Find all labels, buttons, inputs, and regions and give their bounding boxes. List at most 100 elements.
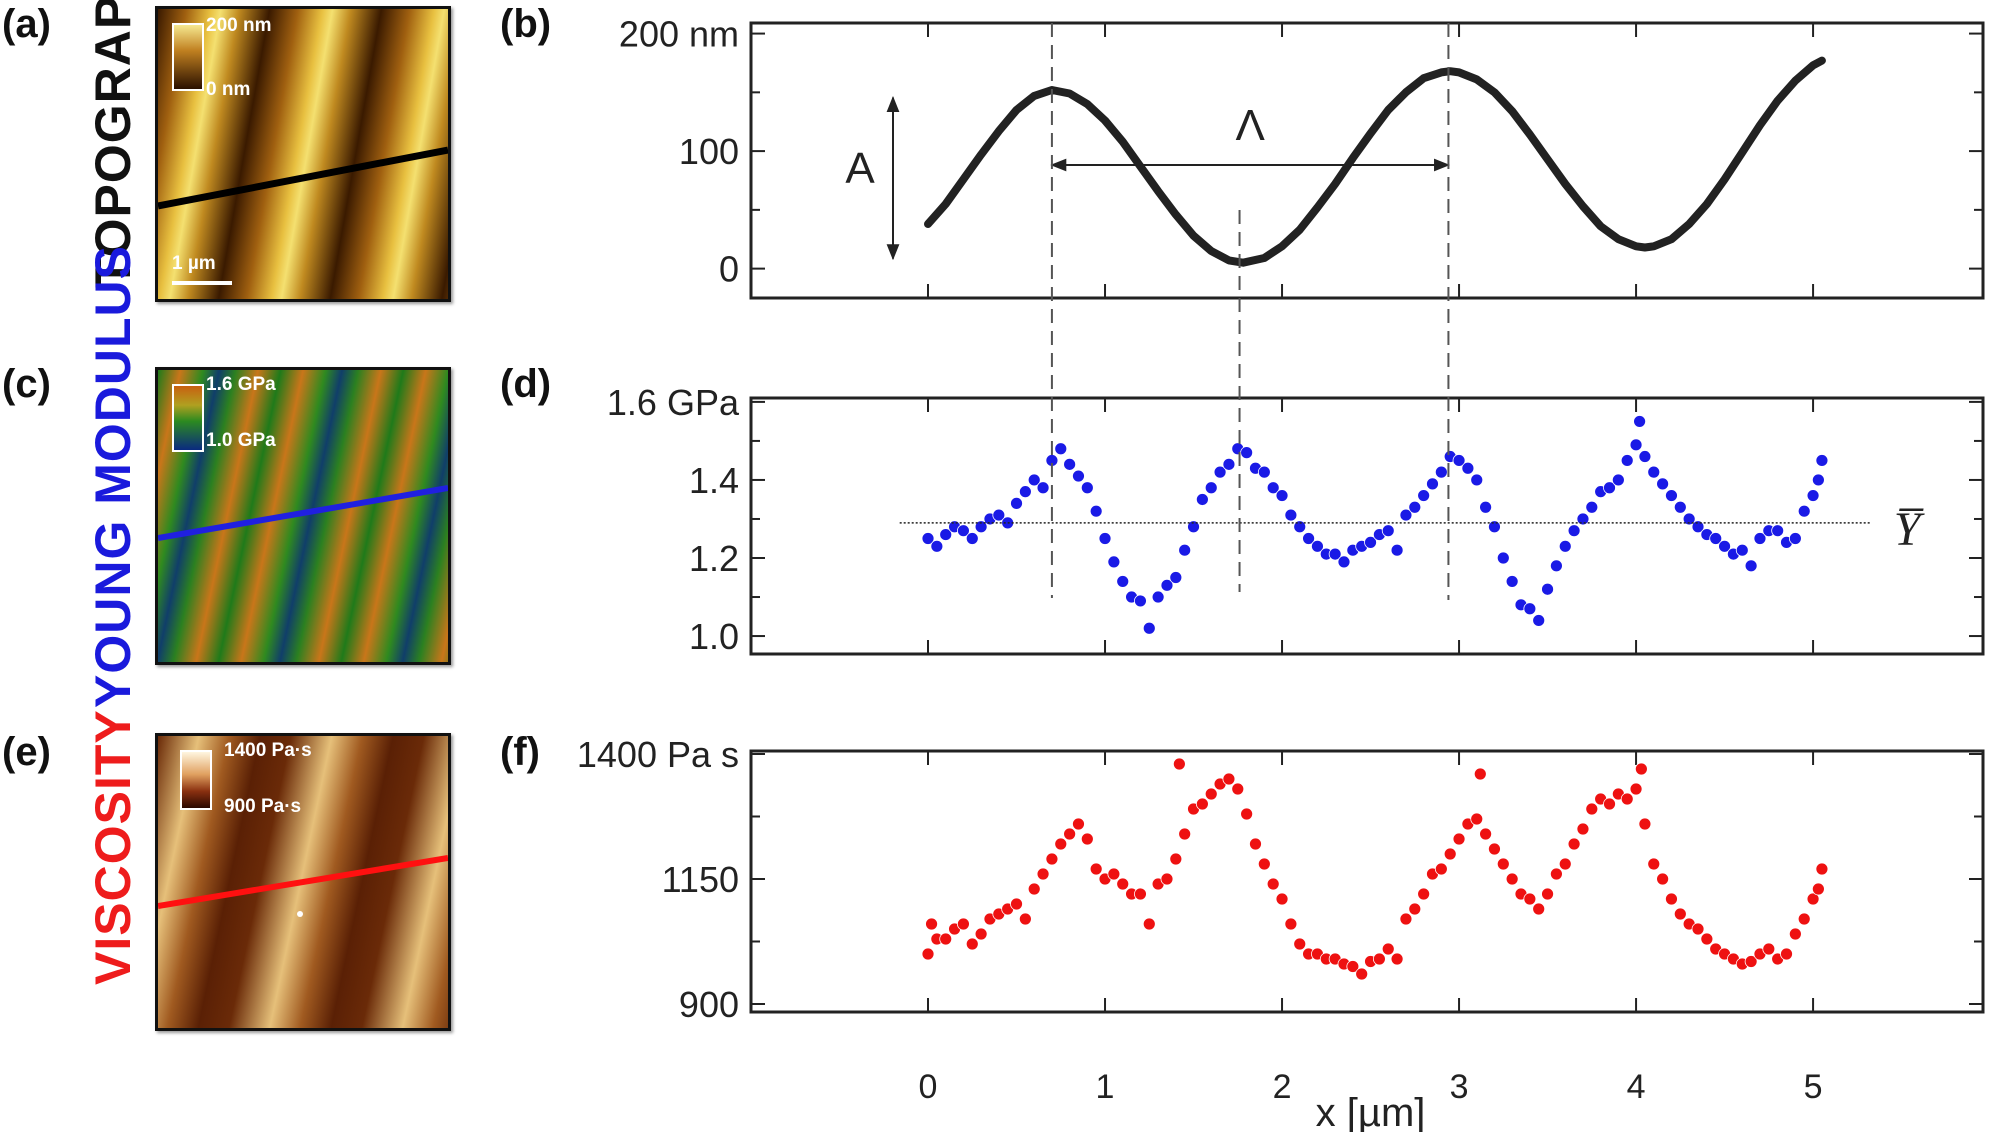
data-point bbox=[1576, 512, 1590, 526]
data-point bbox=[1585, 802, 1599, 816]
data-point bbox=[1284, 917, 1298, 931]
data-point bbox=[1018, 485, 1032, 499]
data-point bbox=[1160, 872, 1174, 886]
data-point bbox=[1408, 902, 1422, 916]
data-point bbox=[1018, 912, 1032, 926]
data-point bbox=[1134, 594, 1147, 608]
data-point bbox=[1505, 872, 1519, 886]
x-axis-label: x [µm] bbox=[1316, 1091, 1426, 1132]
data-point bbox=[1638, 817, 1652, 831]
chart-d: 1.6 GPa 1.4 1.2 1.0 Y̅ bbox=[607, 382, 1985, 657]
data-point bbox=[1231, 782, 1245, 796]
y-tick-label: 1400 Pa s bbox=[577, 734, 739, 775]
data-point bbox=[1620, 454, 1634, 467]
data-point bbox=[1142, 621, 1156, 635]
chart-f: 1400 Pa s 1150 900 0 1 2 3 4 5 x [µm] bbox=[577, 734, 1985, 1132]
data-point bbox=[1027, 473, 1041, 487]
y-tick-label: 200 nm bbox=[619, 14, 739, 55]
data-point bbox=[974, 927, 988, 941]
data-point bbox=[1656, 477, 1670, 491]
data-point bbox=[1372, 952, 1386, 966]
data-point bbox=[1673, 500, 1687, 514]
data-point bbox=[1172, 757, 1186, 771]
colorbar-max-label: 200 nm bbox=[206, 15, 272, 36]
data-point bbox=[1222, 457, 1236, 471]
data-point bbox=[939, 528, 953, 541]
data-point bbox=[1532, 902, 1546, 916]
data-point bbox=[1718, 539, 1731, 553]
data-point bbox=[1811, 882, 1825, 896]
data-point bbox=[1762, 942, 1776, 956]
data-point bbox=[1496, 551, 1510, 565]
data-point bbox=[1399, 508, 1413, 522]
data-point bbox=[1204, 787, 1218, 801]
panel-label-d: (d) bbox=[500, 362, 552, 406]
data-point bbox=[1473, 767, 1487, 781]
data-point bbox=[1266, 481, 1280, 495]
data-point bbox=[1523, 892, 1537, 906]
plot-frame bbox=[749, 396, 1985, 656]
data-point bbox=[1558, 539, 1572, 553]
colorbar-max-label: 1400 Pa·s bbox=[224, 740, 312, 761]
data-point bbox=[1479, 500, 1492, 514]
data-point bbox=[1036, 481, 1050, 495]
period-label: Λ bbox=[1235, 101, 1265, 150]
data-point bbox=[1275, 892, 1289, 906]
data-point bbox=[1089, 862, 1103, 876]
data-point bbox=[992, 508, 1006, 522]
data-point bbox=[1691, 520, 1705, 534]
data-point bbox=[1408, 500, 1422, 514]
data-point bbox=[1257, 857, 1271, 871]
x-tick-label: 5 bbox=[1804, 1068, 1823, 1106]
data-point bbox=[1063, 827, 1077, 841]
data-point bbox=[1629, 782, 1643, 796]
data-point bbox=[1633, 415, 1646, 428]
data-point bbox=[1337, 555, 1351, 569]
profile-line bbox=[158, 146, 448, 210]
data-point bbox=[1381, 524, 1395, 538]
colorbar-min-label: 900 Pa·s bbox=[224, 796, 302, 817]
data-point bbox=[957, 917, 970, 931]
data-point bbox=[1169, 852, 1183, 866]
data-point bbox=[1647, 857, 1661, 871]
colorbar-min-label: 0 nm bbox=[206, 79, 251, 100]
data-point bbox=[1213, 465, 1227, 479]
data-point bbox=[1550, 867, 1563, 881]
data-point bbox=[1390, 543, 1404, 557]
data-point bbox=[1682, 512, 1696, 526]
data-point bbox=[1116, 877, 1130, 891]
y-tick-label: 100 bbox=[679, 131, 739, 172]
data-point bbox=[1417, 887, 1431, 901]
data-point bbox=[1284, 508, 1298, 522]
chart-b: 200 nm 100 0 A Λ bbox=[619, 14, 1985, 300]
data-point bbox=[1195, 493, 1209, 506]
panel-label-b: (b) bbox=[500, 2, 552, 46]
data-point bbox=[1240, 446, 1254, 460]
data-point bbox=[1266, 877, 1280, 891]
data-point bbox=[1815, 862, 1829, 876]
data-point bbox=[1753, 532, 1767, 545]
data-point bbox=[1089, 504, 1103, 518]
data-point bbox=[1806, 892, 1820, 906]
data-point bbox=[1151, 590, 1165, 604]
data-point bbox=[1603, 481, 1616, 495]
y-tick-label: 1.2 bbox=[689, 538, 739, 579]
data-point bbox=[1178, 543, 1192, 557]
colorbar bbox=[172, 384, 204, 452]
data-point bbox=[925, 917, 938, 931]
data-point bbox=[1036, 867, 1050, 881]
data-point bbox=[1311, 539, 1324, 553]
data-point bbox=[1355, 967, 1369, 981]
data-point bbox=[1426, 477, 1439, 491]
profile-line bbox=[158, 855, 448, 917]
data-point bbox=[1080, 832, 1094, 846]
data-point bbox=[1169, 571, 1183, 584]
data-point bbox=[1634, 762, 1648, 776]
y-tick-label: 1.6 GPa bbox=[607, 382, 740, 423]
panel-label-a: (a) bbox=[2, 2, 51, 46]
data-point bbox=[1488, 842, 1501, 856]
x-tick-label: 1 bbox=[1096, 1068, 1115, 1106]
data-point bbox=[957, 524, 970, 538]
panel-label-e: (e) bbox=[2, 730, 51, 774]
plot-frame bbox=[749, 21, 1985, 300]
